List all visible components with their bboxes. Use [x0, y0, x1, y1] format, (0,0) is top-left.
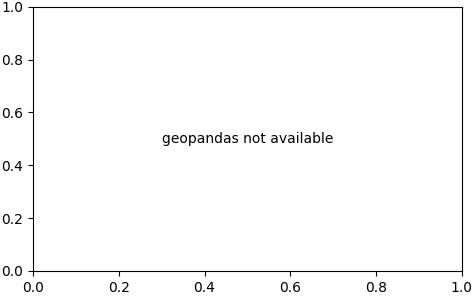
Text: geopandas not available: geopandas not available [162, 132, 333, 146]
